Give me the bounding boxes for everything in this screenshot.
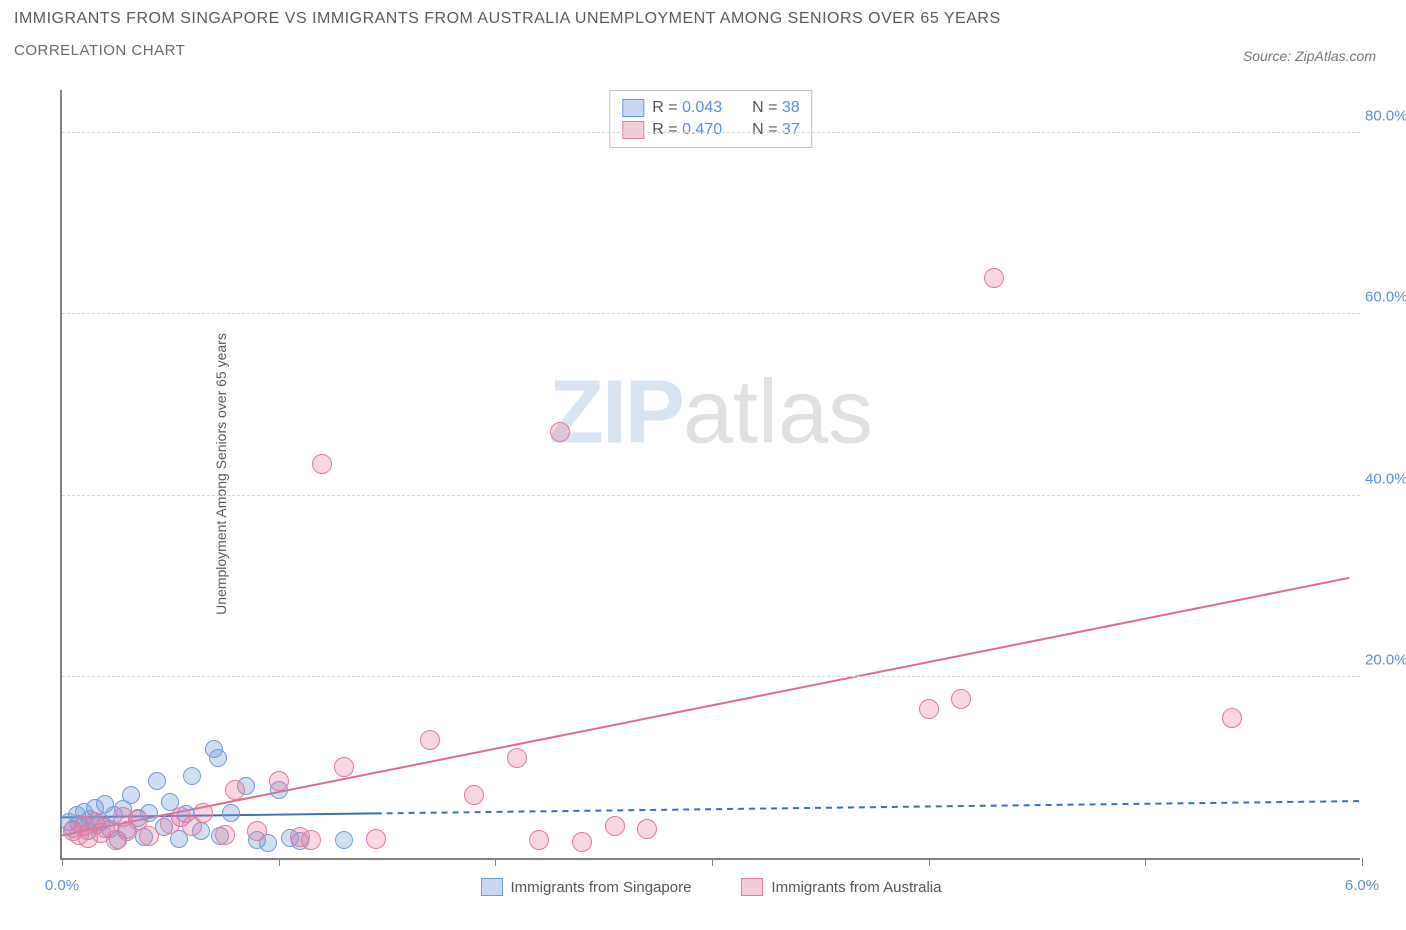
legend-swatch: [622, 99, 644, 117]
data-point: [269, 771, 289, 791]
data-point: [215, 825, 235, 845]
x-tick-label: 6.0%: [1345, 877, 1379, 894]
gridline-h: [62, 495, 1360, 496]
data-point: [312, 454, 332, 474]
x-tick: [279, 858, 280, 866]
data-point: [148, 772, 166, 790]
data-point: [247, 821, 267, 841]
watermark-atlas: atlas: [683, 362, 873, 462]
y-axis-label: Unemployment Among Seniors over 65 years: [213, 333, 229, 615]
legend-series-label: Immigrants from Singapore: [511, 879, 692, 896]
stat-r-value: 0.470: [682, 121, 722, 138]
x-tick: [929, 858, 930, 866]
data-point: [128, 810, 148, 830]
data-point: [464, 785, 484, 805]
legend-swatch: [481, 878, 503, 896]
data-point: [301, 830, 321, 850]
data-point: [605, 816, 625, 836]
data-point: [572, 832, 592, 852]
x-tick: [712, 858, 713, 866]
stat-n-value: 38: [782, 99, 800, 116]
x-tick: [1362, 858, 1363, 866]
legend-series-item: Immigrants from Singapore: [481, 878, 692, 896]
stat-r-label: R = 0.470: [652, 121, 722, 139]
data-point: [529, 830, 549, 850]
chart-title: IMMIGRANTS FROM SINGAPORE VS IMMIGRANTS …: [14, 10, 1001, 28]
legend-stats: R = 0.043 N = 38 R = 0.470 N = 37: [609, 90, 812, 148]
watermark: ZIPatlas: [549, 361, 873, 464]
y-tick-label: 40.0%: [1365, 470, 1406, 487]
data-point: [182, 816, 202, 836]
data-point: [984, 268, 1004, 288]
x-tick: [62, 858, 63, 866]
y-tick-label: 20.0%: [1365, 651, 1406, 668]
data-point: [919, 699, 939, 719]
source-attribution: Source: ZipAtlas.com: [1243, 48, 1376, 64]
legend-stat-row: R = 0.043 N = 38: [622, 97, 799, 119]
x-tick: [495, 858, 496, 866]
data-point: [209, 749, 227, 767]
x-tick-label: 0.0%: [45, 877, 79, 894]
legend-series-label: Immigrants from Australia: [771, 879, 941, 896]
stat-n-label: N = 37: [752, 121, 800, 139]
data-point: [222, 804, 240, 822]
data-point: [366, 829, 386, 849]
data-point: [550, 422, 570, 442]
chart-subtitle: CORRELATION CHART: [14, 42, 1001, 59]
y-tick-label: 80.0%: [1365, 108, 1406, 125]
data-point: [122, 786, 140, 804]
gridline-h: [62, 676, 1360, 677]
stat-n-value: 37: [782, 121, 800, 138]
trend-line-solid: [62, 578, 1349, 836]
data-point: [139, 826, 159, 846]
y-tick-label: 60.0%: [1365, 289, 1406, 306]
legend-stat-row: R = 0.470 N = 37: [622, 119, 799, 141]
stat-n-label: N = 38: [752, 99, 800, 117]
watermark-zip: ZIP: [549, 362, 683, 462]
legend-swatch: [741, 878, 763, 896]
data-point: [1222, 708, 1242, 728]
data-point: [225, 780, 245, 800]
trend-line-dashed: [376, 801, 1360, 813]
data-point: [951, 689, 971, 709]
stat-r-label: R = 0.043: [652, 99, 722, 117]
legend-series-item: Immigrants from Australia: [741, 878, 941, 896]
gridline-h: [62, 132, 1360, 133]
data-point: [335, 831, 353, 849]
stat-r-value: 0.043: [682, 99, 722, 116]
legend-series: Immigrants from Singapore Immigrants from…: [62, 878, 1360, 896]
data-point: [334, 757, 354, 777]
x-tick: [1145, 858, 1146, 866]
data-point: [637, 819, 657, 839]
data-point: [507, 748, 527, 768]
scatter-plot-area: Unemployment Among Seniors over 65 years…: [60, 90, 1360, 860]
data-point: [420, 730, 440, 750]
data-point: [183, 767, 201, 785]
gridline-h: [62, 313, 1360, 314]
trend-lines-layer: [62, 90, 1360, 858]
legend-swatch: [622, 121, 644, 139]
